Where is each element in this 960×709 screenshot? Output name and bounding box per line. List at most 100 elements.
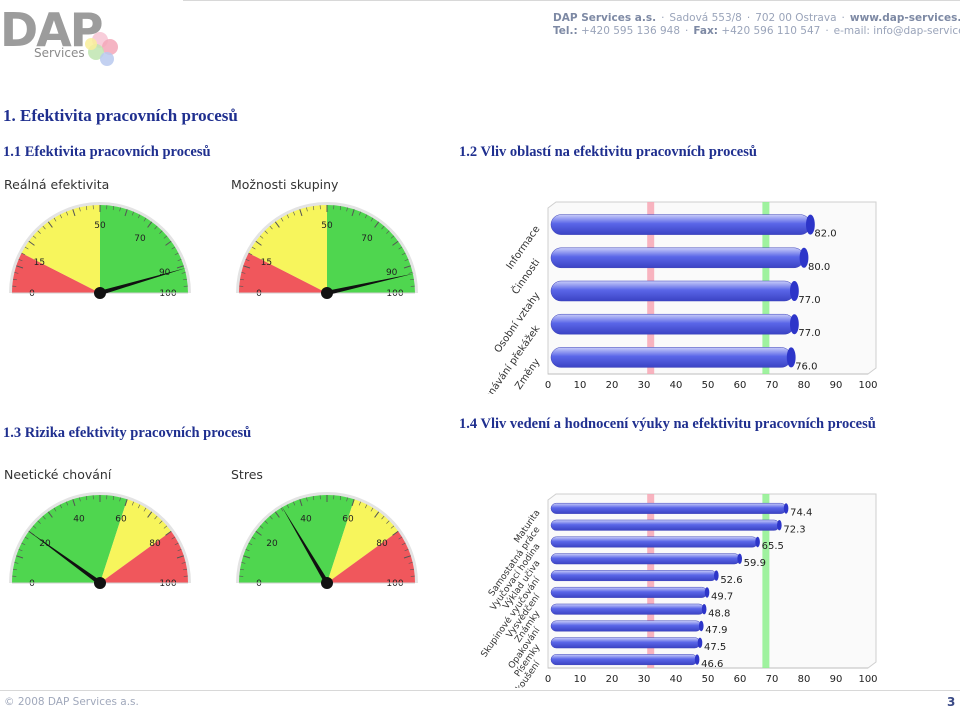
x-tick-label: 80: [798, 380, 811, 391]
logo-text: DAP: [0, 3, 102, 57]
gauge-tick-label: 80: [149, 539, 161, 549]
company-website-link[interactable]: www.dap-services.cz: [849, 12, 960, 24]
bar: [550, 536, 760, 548]
bar-cap: [704, 587, 710, 598]
gauge-tick: [163, 525, 168, 529]
x-tick-label: 60: [734, 380, 747, 391]
gauge-tick: [16, 555, 24, 559]
gauge-tick-label: 40: [300, 514, 312, 524]
gauge-tick: [240, 568, 245, 571]
gauge-tick-label: 20: [39, 539, 51, 549]
x-tick-label: 20: [606, 674, 619, 685]
bar-cap: [737, 553, 742, 565]
bar-value-label: 77.0: [798, 295, 820, 306]
gauge-tick: [364, 214, 368, 219]
gauge-tick-label: 0: [256, 289, 262, 299]
gauge-band-0: [239, 253, 327, 293]
gauge-tick-label: 100: [386, 579, 403, 589]
gauge-band-2: [100, 205, 188, 293]
gauge-tick: [154, 515, 158, 520]
gauge-tick: [137, 214, 141, 219]
gauge-tick: [21, 542, 26, 546]
gauge-tick: [374, 221, 380, 228]
email-link[interactable]: e-mail: info@dap-services.cz: [833, 25, 960, 37]
gauge-tick: [381, 515, 385, 520]
tel-label: Tel.:: [553, 25, 578, 37]
gauge-tick: [243, 265, 251, 269]
gauge-tick: [53, 217, 57, 222]
gauge-tick: [245, 259, 250, 262]
gauge-tick: [299, 209, 303, 217]
gauge-tick: [398, 536, 403, 540]
gauge-tick: [32, 525, 37, 529]
gauge-tick: [358, 211, 361, 216]
section-title-1-3: 1.3 Rizika efektivity pracovních procesů: [3, 425, 252, 441]
gauge-tick: [398, 246, 403, 250]
gauge-tick-label: 70: [361, 234, 373, 244]
section-title-1-2: 1.2 Vliv oblastí na efektivitu pracovníc…: [459, 144, 757, 160]
company-name: DAP Services a.s.: [553, 12, 657, 24]
gauge-tick: [264, 520, 268, 524]
gauge-tick: [13, 568, 18, 571]
gauge-tick: [72, 209, 76, 217]
gauge-tick: [259, 525, 264, 529]
footer-copyright: © 2008 DAP Services a.s.: [4, 696, 139, 708]
gauge-tick: [79, 497, 81, 502]
bar: [550, 519, 782, 531]
gauge-tick: [351, 209, 355, 217]
gauge-tick: [386, 230, 390, 234]
bar-cap: [790, 281, 799, 301]
bar: [550, 347, 796, 368]
gauge-tick: [299, 499, 303, 507]
gauge-band-0: [12, 495, 128, 583]
x-tick-label: 40: [670, 380, 683, 391]
bar-value-label: 49.7: [711, 592, 733, 603]
bar-value-label: 80.0: [808, 262, 830, 273]
gauge-tick: [346, 497, 348, 502]
gauge-tick-label: 60: [342, 514, 354, 524]
fax-label: Fax:: [693, 25, 718, 37]
gauge-tick: [386, 520, 390, 524]
gauge-band-2: [100, 531, 188, 583]
gauge-band-1: [327, 499, 399, 583]
gauge-tick: [181, 272, 186, 274]
section-title-1-1: 1.1 Efektivita pracovních procesů: [3, 144, 211, 160]
gauge-tick: [18, 259, 23, 262]
gauge-band-1: [100, 499, 172, 583]
section-title-1-4: 1.4 Vliv vedení a hodnocení výuky na efe…: [459, 416, 876, 432]
bar: [550, 280, 799, 302]
gauge-tick: [408, 272, 413, 274]
gauge-tick: [85, 496, 88, 501]
bar-cap: [698, 620, 704, 632]
bar-value-label: 76.0: [795, 361, 817, 372]
gauge-tick: [269, 515, 273, 520]
gauge-tick-label: 100: [386, 289, 403, 299]
gauge-label-group-capability: Možnosti skupiny: [231, 177, 339, 192]
gauge-tick: [32, 235, 37, 239]
gauge-tick: [174, 542, 179, 546]
gauge-tick: [171, 536, 176, 540]
gauge-needle: [27, 530, 102, 585]
gauge-tick: [131, 211, 134, 216]
gauge-tick: [85, 206, 88, 211]
gauge-tick: [182, 568, 187, 571]
gauge-tick: [401, 252, 406, 256]
gauge-tick: [408, 562, 413, 564]
logo-subtext: Services: [34, 46, 85, 60]
gauge-tick: [18, 549, 23, 552]
gauge-tick-label: 50: [94, 221, 106, 231]
gauge-tick-label: 90: [159, 268, 171, 278]
gauge-tick: [24, 536, 29, 540]
page-number: 3: [947, 695, 956, 709]
x-tick-label: 30: [638, 674, 651, 685]
gauge-tick: [240, 278, 245, 281]
gauge-tick: [24, 246, 29, 250]
gauge-tick: [255, 530, 262, 536]
x-tick-label: 50: [702, 380, 715, 391]
bar-value-label: 46.6: [701, 659, 723, 670]
gauge-tick: [42, 225, 46, 230]
gauge-tick: [112, 206, 115, 211]
gauge-tick: [312, 206, 315, 211]
x-tick-label: 10: [574, 380, 587, 391]
